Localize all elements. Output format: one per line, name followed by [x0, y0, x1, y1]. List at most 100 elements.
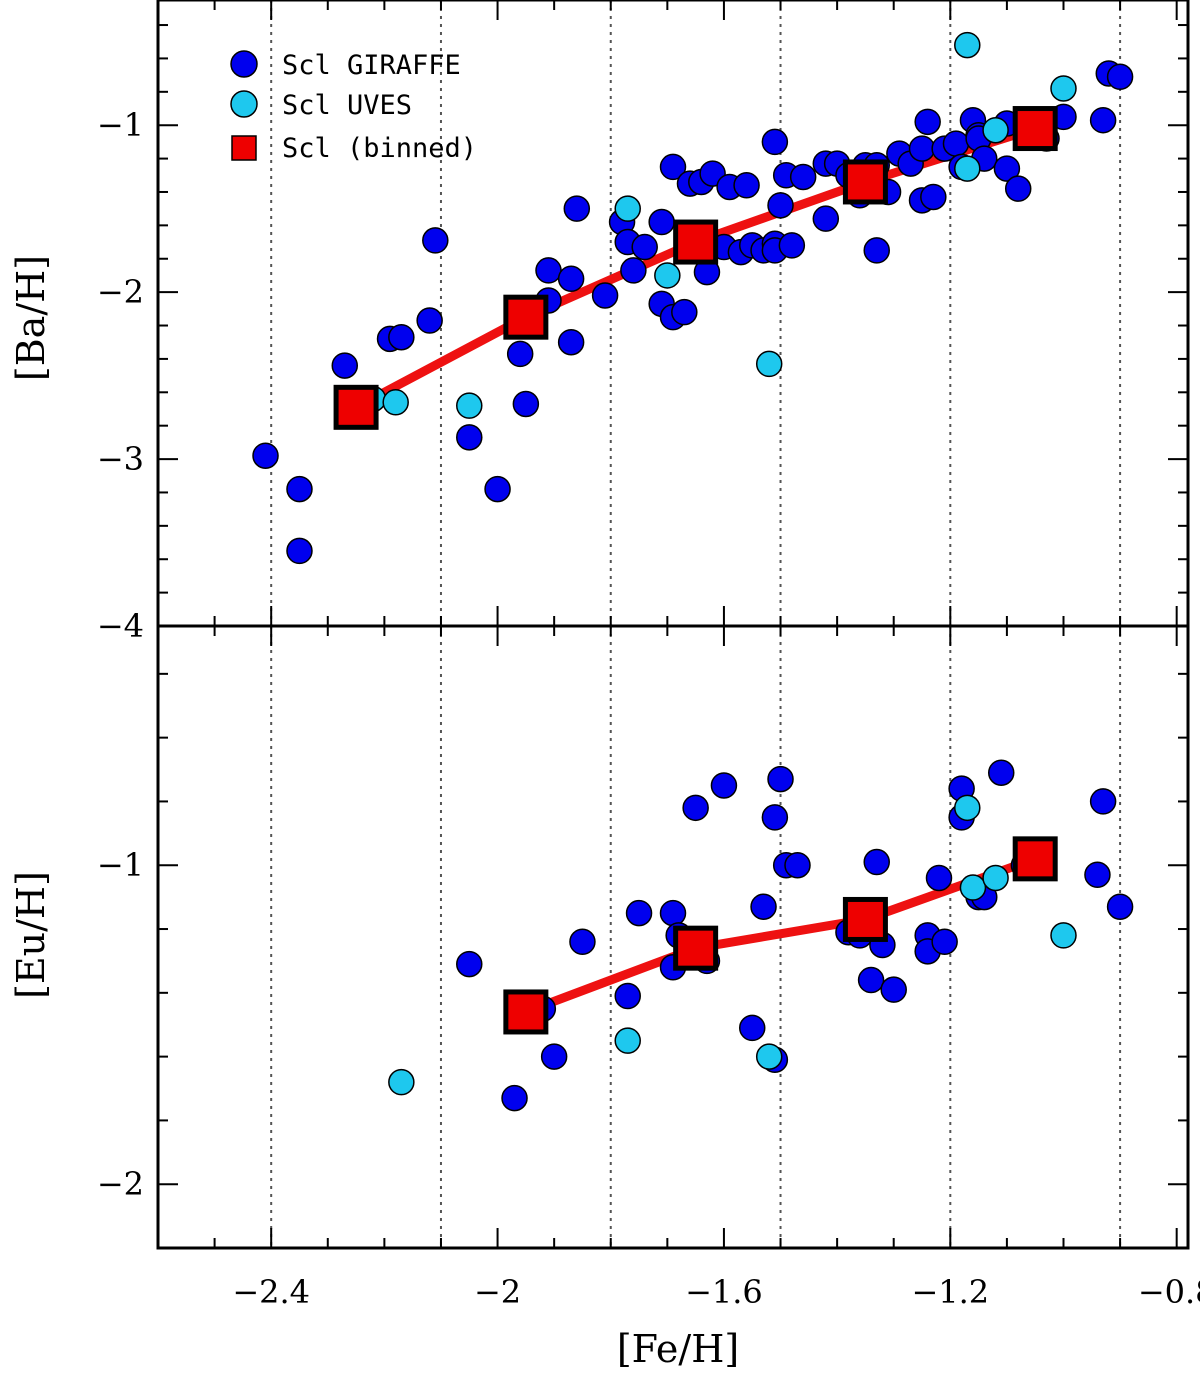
giraffe-point [920, 183, 947, 211]
giraffe-point [942, 130, 970, 157]
uves-point [614, 1027, 641, 1054]
legend-giraffe-marker [230, 50, 258, 78]
uves-point [382, 389, 409, 416]
giraffe-point [682, 794, 709, 822]
uves-point [982, 116, 1009, 144]
giraffe-point [625, 899, 653, 927]
giraffe-point [1004, 175, 1032, 202]
giraffe-point [422, 227, 449, 254]
giraffe-point [671, 298, 698, 326]
binned-trend-line [524, 854, 1037, 1017]
giraffe-point [512, 390, 540, 418]
top-y-axis-title: [Ba/H] [9, 255, 53, 381]
top-ytick-label: −3 [97, 440, 144, 478]
x-axis-title: [Fe/H] [617, 1327, 739, 1371]
giraffe-point [914, 108, 941, 136]
bottom-y-tick-labels: −1 −2 [97, 846, 144, 1203]
axis-ticks [158, 0, 1188, 1249]
uves-point [456, 392, 483, 419]
giraffe-point [908, 135, 936, 162]
giraffe-point [331, 352, 359, 379]
top-panel-gridlines [270, 0, 1122, 626]
uves-point [954, 155, 981, 182]
binned-point [842, 159, 888, 205]
xtick-label: −0.8 [1138, 1273, 1200, 1311]
bottom-y-axis-title: [Eu/H] [9, 871, 53, 999]
xtick-label: −1.2 [911, 1273, 989, 1311]
top-ytick-label: −1 [97, 106, 144, 144]
giraffe-point [993, 155, 1021, 182]
legend: Scl GIRAFFE Scl UVES Scl (binned) [230, 50, 477, 164]
giraffe-point [506, 340, 534, 368]
panel-frame [156, 624, 1190, 1250]
giraffe-point [659, 899, 687, 927]
giraffe-point [880, 976, 907, 1003]
xtick-label: −2.4 [232, 1273, 310, 1311]
uves-point [388, 1068, 415, 1096]
giraffe-point [733, 172, 760, 199]
uves-point [614, 195, 641, 222]
giraffe-point [710, 772, 738, 799]
giraffe-point [659, 153, 687, 181]
uves-point [954, 794, 981, 822]
giraffe-point [286, 537, 313, 565]
giraffe-point [252, 442, 279, 469]
giraffe-point [987, 759, 1015, 786]
giraffe-point [750, 893, 777, 920]
giraffe-point [456, 424, 483, 451]
giraffe-point [857, 966, 885, 994]
giraffe-point [631, 233, 658, 261]
giraffe-point [540, 1043, 568, 1070]
bottom-binned-line [524, 854, 1037, 1017]
uves-point [755, 350, 783, 378]
uves-point [959, 874, 987, 901]
binned-point [503, 294, 549, 340]
legend-uves-label: Scl UVES [282, 90, 412, 121]
giraffe-point [761, 804, 789, 831]
giraffe-point [484, 475, 511, 503]
legend-binned-label: Scl (binned) [282, 133, 477, 164]
giraffe-point [812, 205, 840, 232]
giraffe-point [767, 765, 794, 793]
bottom-ytick-label: −2 [97, 1165, 144, 1203]
giraffe-point [1106, 893, 1134, 920]
uves-point [654, 262, 681, 289]
giraffe-point [557, 328, 585, 356]
giraffe-point [620, 257, 647, 284]
giraffe-point [563, 195, 591, 222]
giraffe-point [767, 192, 794, 219]
giraffe-point [648, 208, 675, 236]
giraffe-point [388, 323, 415, 351]
top-ytick-label: −4 [97, 607, 144, 645]
giraffe-point [1106, 63, 1134, 91]
top-panel-points [252, 31, 1134, 565]
legend-binned-marker [231, 135, 257, 161]
giraffe-point [931, 928, 958, 956]
giraffe-point [738, 1014, 766, 1042]
binned-point [1012, 836, 1058, 882]
giraffe-point [535, 257, 562, 284]
giraffe-point [925, 864, 953, 892]
binned-point [842, 896, 888, 942]
giraffe-point [784, 851, 811, 879]
axes-frame [156, 0, 1190, 1250]
giraffe-point [778, 232, 806, 259]
uves-point [755, 1043, 783, 1070]
giraffe-point [1089, 788, 1117, 815]
giraffe-point [863, 237, 890, 264]
top-ytick-label: −2 [97, 273, 144, 311]
legend-uves-marker [230, 90, 258, 118]
binned-point [503, 989, 549, 1035]
giraffe-point [614, 982, 641, 1010]
binned-point [1012, 106, 1058, 152]
giraffe-point [501, 1084, 528, 1112]
xtick-label: −2 [474, 1273, 521, 1311]
giraffe-point [416, 307, 443, 334]
top-y-tick-labels: −1 −2 −3 −4 [97, 106, 144, 645]
x-tick-labels: −2.4 −2 −1.6 −1.2 −0.8 [232, 1273, 1200, 1311]
giraffe-point [557, 265, 585, 293]
uves-point [954, 31, 981, 59]
xtick-label: −1.6 [685, 1273, 763, 1311]
giraffe-point [789, 163, 817, 191]
